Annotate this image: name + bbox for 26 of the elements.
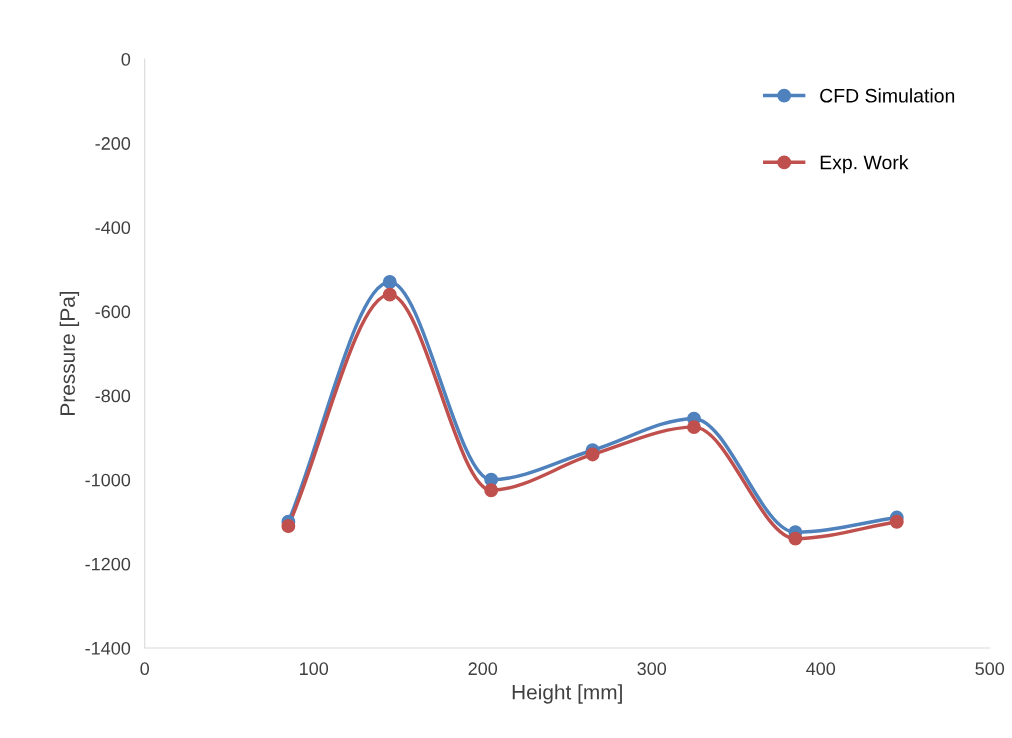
y-axis-title: Pressure [Pa]	[59, 291, 80, 415]
y-tick-label: -800	[95, 389, 131, 403]
x-tick-label: 300	[637, 662, 667, 676]
point	[382, 287, 397, 302]
x-tick-label: 400	[806, 662, 836, 676]
point	[788, 531, 803, 546]
point	[889, 514, 904, 529]
y-tick-label: -400	[95, 221, 131, 235]
y-tick-label: -1400	[85, 641, 131, 655]
point	[281, 519, 296, 533]
y-tick-label: 0	[121, 52, 131, 66]
legend-label: CFD Simulation	[820, 88, 955, 103]
y-tick-label: -200	[95, 137, 131, 150]
point	[687, 420, 701, 435]
point	[585, 447, 600, 462]
x-tick-label: 0	[140, 662, 150, 676]
x-tick-label: 500	[975, 662, 1005, 676]
x-tick-label: 200	[468, 662, 498, 676]
legend-label: Exp. Work	[820, 155, 909, 174]
y-tick-label: -600	[95, 305, 131, 319]
y-tick-label: -1200	[85, 557, 131, 571]
x-tick-label: 100	[300, 662, 329, 676]
point	[382, 275, 397, 289]
point	[484, 483, 499, 498]
x-axis-title: Height [mm]	[512, 684, 622, 704]
y-tick-label: -1000	[85, 473, 131, 487]
